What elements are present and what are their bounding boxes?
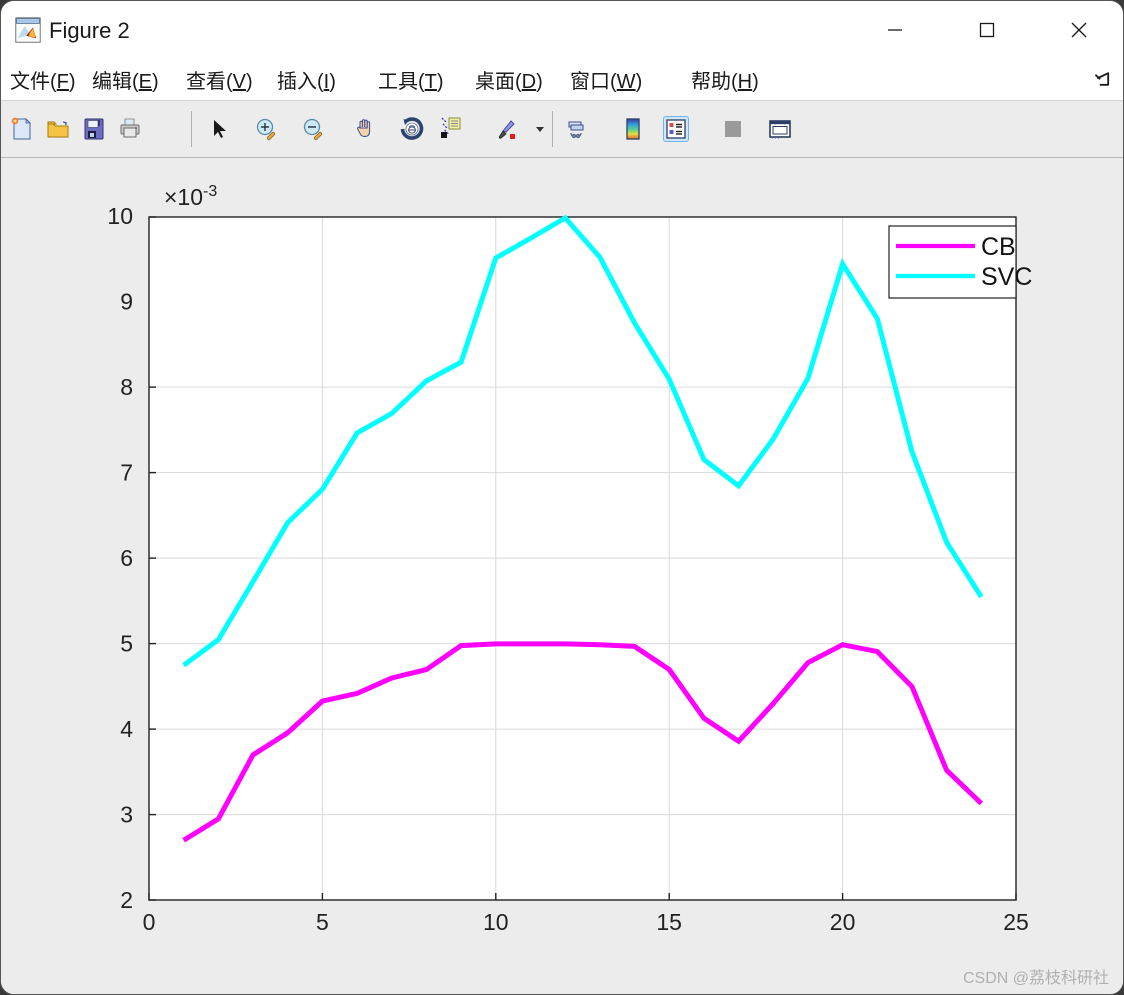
svg-text:0: 0	[143, 909, 156, 935]
svg-text:10: 10	[483, 909, 509, 935]
svg-text:5: 5	[316, 909, 329, 935]
svg-text:4: 4	[120, 716, 133, 742]
svg-text:9: 9	[120, 289, 133, 315]
svg-text:20: 20	[830, 909, 856, 935]
svg-text:10: 10	[107, 203, 133, 229]
svg-text:8: 8	[120, 374, 133, 400]
svg-text:7: 7	[120, 460, 133, 486]
svg-text:6: 6	[120, 545, 133, 571]
svg-text:×10-3: ×10-3	[164, 183, 217, 210]
svg-text:2: 2	[120, 887, 133, 913]
svg-text:SVC: SVC	[981, 263, 1032, 291]
svg-text:CB: CB	[981, 233, 1016, 261]
svg-text:25: 25	[1003, 909, 1029, 935]
svg-text:3: 3	[120, 802, 133, 828]
svg-text:15: 15	[656, 909, 682, 935]
svg-text:5: 5	[120, 631, 133, 657]
